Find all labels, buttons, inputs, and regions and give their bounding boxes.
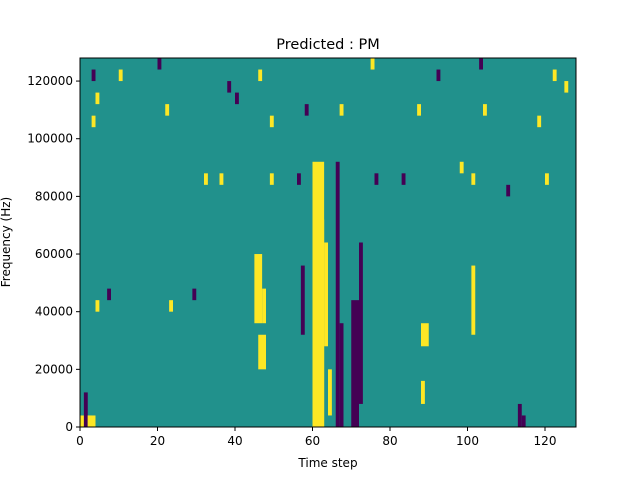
heatmap-cell: [95, 300, 100, 312]
heatmap-cell: [118, 69, 123, 82]
heatmap-cell: [316, 219, 325, 427]
heatmap-cell: [517, 403, 522, 427]
y-tick-label: 120000: [27, 74, 73, 88]
heatmap-cell: [459, 161, 464, 174]
heatmap-cell: [83, 392, 88, 427]
x-tick-label: 0: [76, 434, 84, 448]
heatmap-cell: [169, 300, 173, 312]
y-tick-label: 40000: [35, 305, 73, 319]
heatmap-cell: [262, 288, 266, 324]
heatmap-cell: [421, 380, 425, 404]
heatmap-cell: [370, 58, 375, 70]
y-tick-label: 0: [65, 420, 73, 434]
x-tick-label: 120: [534, 434, 557, 448]
y-tick-label: 60000: [35, 247, 73, 261]
heatmap-cell: [564, 81, 569, 93]
heatmap-cell: [165, 104, 170, 116]
heatmap-cell: [91, 69, 96, 82]
heatmap-cell: [471, 173, 476, 185]
heatmap-cell: [421, 323, 429, 347]
heatmap-cell: [537, 115, 542, 128]
heatmap-cell: [269, 115, 274, 128]
y-tick-label: 80000: [35, 189, 73, 203]
x-tick-label: 60: [305, 434, 320, 448]
heatmap-cell: [328, 369, 332, 416]
x-tick-label: 20: [150, 434, 165, 448]
heatmap-cell: [324, 242, 328, 347]
heatmap-cell: [552, 69, 557, 82]
heatmap-cell: [91, 115, 96, 128]
heatmap-cell: [335, 161, 340, 427]
x-tick-label: 100: [456, 434, 479, 448]
x-tick-label: 40: [227, 434, 242, 448]
heatmap-cell: [157, 58, 162, 70]
heatmap-cell: [471, 265, 476, 335]
heatmap-cell: [227, 81, 232, 93]
heatmap-cell: [235, 92, 239, 105]
heatmap-cell: [401, 173, 406, 185]
heatmap-cell: [359, 242, 363, 404]
heatmap-cell: [258, 69, 263, 82]
heatmap-cell: [219, 173, 224, 185]
heatmap-cell: [95, 92, 100, 105]
heatmap-cell: [192, 288, 197, 301]
heatmap-cell: [339, 104, 344, 116]
chart-title: Predicted : PM: [276, 37, 379, 53]
x-tick-label: 80: [382, 434, 397, 448]
heatmap-cell: [483, 104, 487, 116]
plot-frame: [79, 57, 577, 428]
heatmap-cell: [506, 184, 511, 197]
heatmap-cell: [254, 254, 263, 324]
heatmap-cell: [304, 104, 309, 116]
heatmap-cell: [545, 173, 549, 185]
y-tick-label: 100000: [27, 132, 73, 146]
heatmap-cell: [269, 173, 274, 185]
x-axis-label: Time step: [297, 456, 357, 470]
heatmap-cell: [107, 288, 111, 301]
heatmap-cell: [204, 173, 208, 185]
heatmap-cell: [374, 173, 379, 185]
heatmap-cell: [297, 173, 301, 185]
heatmap-cell: [339, 323, 344, 427]
heatmap-cell: [521, 415, 526, 427]
heatmap-cells: [80, 58, 569, 427]
heatmap-cell: [351, 300, 359, 427]
x-axis-ticks: 0 20 40 60 80 100 120: [76, 427, 556, 448]
y-axis-label: Frequency (Hz): [0, 197, 13, 288]
plot-area: [79, 57, 577, 428]
heatmap-cell: [87, 415, 92, 427]
heatmap-cell: [300, 265, 305, 335]
heatmap-cell: [417, 104, 421, 116]
heatmap-cell: [258, 334, 266, 370]
heatmap-cell: [479, 58, 483, 70]
y-tick-label: 20000: [35, 362, 73, 376]
y-axis-ticks: 0 20000 40000 60000 80000 100000 120000: [27, 74, 80, 434]
heatmap-cell: [436, 69, 441, 82]
